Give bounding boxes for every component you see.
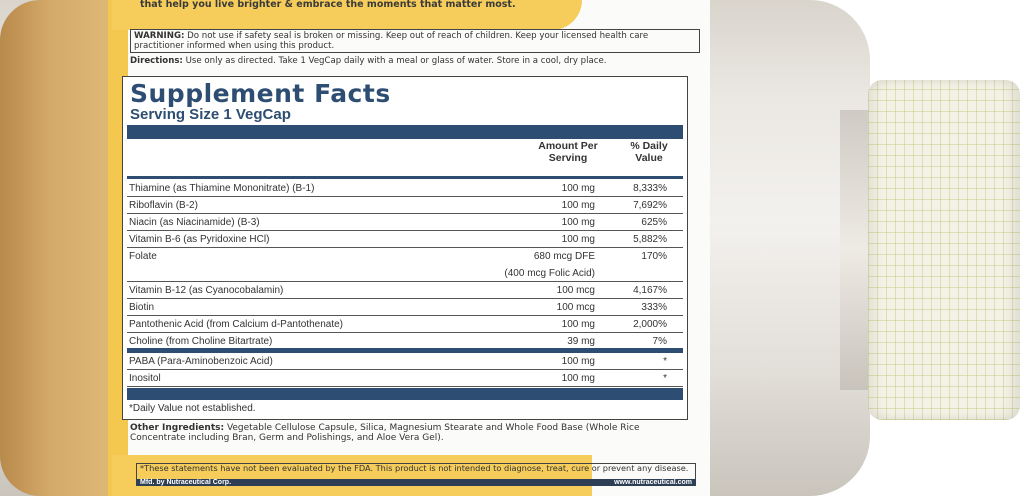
bottle-cap — [868, 80, 1020, 420]
nutrient-row: Biotin 100 mcg 333% — [127, 299, 683, 316]
nutrient-name: Folate — [129, 251, 157, 262]
other-ingredients-label: Other Ingredients: — [130, 423, 225, 433]
nutrient-amount: 100 mg — [561, 373, 595, 384]
nutrient-amount: 39 mg — [567, 336, 595, 347]
divider-bar — [127, 176, 683, 179]
nutrient-row: Thiamine (as Thiamine Mononitrate) (B-1)… — [127, 180, 683, 197]
nutrient-amount: 100 mg — [561, 200, 595, 211]
directions-label: Directions: — [130, 56, 183, 66]
nutrient-row: Riboflavin (B-2) 100 mg 7,692% — [127, 197, 683, 214]
nutrient-row: Niacin (as Niacinamide) (B-3) 100 mg 625% — [127, 214, 683, 231]
tagline: that help you live brighter & embrace th… — [140, 0, 516, 10]
nutrient-daily-value: 5,882% — [633, 234, 667, 245]
nutrient-daily-value: * — [663, 373, 667, 384]
nutrient-row: PABA (Para-Aminobenzoic Acid) 100 mg * — [127, 353, 683, 370]
nutrient-amount: 100 mcg — [556, 302, 595, 313]
nutrient-daily-value: 8,333% — [633, 183, 667, 194]
nutrient-name: Pantothenic Acid (from Calcium d-Pantoth… — [129, 319, 343, 330]
nutrient-name: PABA (Para-Aminobenzoic Acid) — [129, 356, 273, 367]
nutrient-row: Pantothenic Acid (from Calcium d-Pantoth… — [127, 316, 683, 333]
nutrient-name: Thiamine (as Thiamine Mononitrate) (B-1) — [129, 183, 315, 194]
directions: Directions: Use only as directed. Take 1… — [130, 56, 700, 66]
directions-text: Use only as directed. Take 1 VegCap dail… — [182, 56, 607, 66]
nutrient-row: Vitamin B-6 (as Pyridoxine HCl) 100 mg 5,8… — [127, 231, 683, 248]
nutrient-row: Folate 680 mcg DFE 170% (400 mcg Folic Acid… — [127, 248, 683, 282]
daily-value-note: *Daily Value not established. — [129, 403, 256, 414]
divider-bar — [127, 388, 683, 400]
website: www.nutraceutical.com — [614, 479, 692, 486]
facts-title: Supplement Facts — [130, 79, 391, 108]
nutrient-name: Vitamin B-6 (as Pyridoxine HCl) — [129, 234, 270, 245]
nutrient-daily-value: 7,692% — [633, 200, 667, 211]
nutrient-amount: 100 mcg — [556, 285, 595, 296]
other-ingredients-text: Vegetable Cellulose Capsule, Silica, Mag… — [130, 423, 640, 443]
supplement-facts-panel: Supplement Facts Serving Size 1 VegCap A… — [122, 76, 688, 420]
nutrient-daily-value: 2,000% — [633, 319, 667, 330]
warning-label: WARNING: — [134, 31, 185, 41]
nutrient-name: Inositol — [129, 373, 161, 384]
nutrient-amount: 100 mg — [561, 183, 595, 194]
serving-size: Serving Size 1 VegCap — [130, 106, 291, 123]
daily-value-header: % Daily Value — [630, 140, 668, 164]
label-yellow-band-bottom — [112, 455, 592, 496]
nutrient-daily-value: 170% — [641, 251, 667, 262]
nutrient-amount: 100 mg — [561, 356, 595, 367]
warning-text: Do not use if safety seal is broken or m… — [134, 31, 649, 51]
nutrient-amount: 100 mg — [561, 217, 595, 228]
nutrient-name: Biotin — [129, 302, 155, 313]
nutrient-daily-value: 4,167% — [633, 285, 667, 296]
divider-bar — [127, 125, 683, 139]
manufacturer-bar: Mfd. by Nutraceutical Corp. www.nutraceut… — [136, 479, 696, 486]
nutrient-row: Inositol 100 mg * — [127, 370, 683, 387]
nutrient-daily-value: 625% — [641, 217, 667, 228]
nutrient-amount: 100 mg — [561, 319, 595, 330]
warning-box: WARNING: Do not use if safety seal is br… — [130, 29, 700, 53]
nutrient-daily-value: * — [663, 356, 667, 367]
amount-header: Amount Per Serving — [538, 140, 598, 164]
nutrient-amount: 100 mg — [561, 234, 595, 245]
nutrient-name: Choline (from Choline Bitartrate) — [129, 336, 273, 347]
label-yellow-band-top — [112, 0, 582, 30]
other-ingredients: Other Ingredients: Vegetable Cellulose C… — [130, 423, 690, 443]
nutrient-amount-detail: (400 mcg Folic Acid) — [504, 268, 595, 279]
nutrient-name: Niacin (as Niacinamide) (B-3) — [129, 217, 260, 228]
nutrient-daily-value: 7% — [652, 336, 667, 347]
nutrient-row: Vitamin B-12 (as Cyanocobalamin) 100 mcg 4… — [127, 282, 683, 299]
nutrient-name: Riboflavin (B-2) — [129, 200, 198, 211]
divider-bar — [127, 348, 683, 353]
manufacturer: Mfd. by Nutraceutical Corp. — [140, 479, 232, 486]
nutrient-name: Vitamin B-12 (as Cyanocobalamin) — [129, 285, 284, 296]
nutrient-amount: 680 mcg DFE — [533, 251, 595, 262]
nutrient-daily-value: 333% — [641, 302, 667, 313]
